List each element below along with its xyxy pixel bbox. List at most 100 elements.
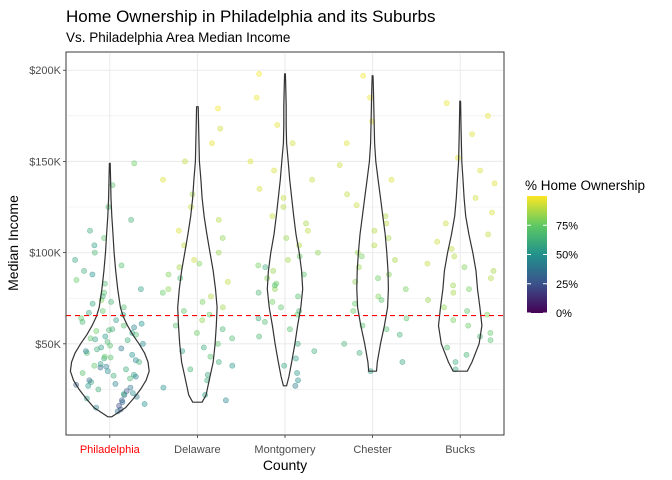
- x-tick-label: Chester: [353, 444, 392, 456]
- data-point: [109, 326, 116, 333]
- data-point: [247, 158, 254, 165]
- data-point: [101, 353, 108, 360]
- data-point: [123, 366, 129, 373]
- data-point: [425, 297, 431, 303]
- legend: % Home Ownership 0% 25% 50% 75%: [525, 178, 645, 320]
- data-point: [278, 304, 284, 311]
- data-point: [487, 337, 494, 344]
- y-tick-label: $150K: [29, 156, 61, 168]
- data-point: [314, 249, 321, 256]
- data-point: [309, 176, 315, 183]
- data-point: [92, 336, 99, 343]
- data-point: [454, 154, 461, 161]
- data-point: [175, 227, 182, 234]
- data-point: [87, 335, 94, 342]
- data-point: [132, 357, 139, 364]
- data-point: [219, 326, 226, 333]
- data-point: [101, 289, 107, 296]
- data-point: [464, 308, 470, 314]
- x-axis: Philadelphia Delaware Montgomery Chester Buc…: [80, 435, 476, 456]
- legend-tick-label: 25%: [556, 279, 578, 291]
- data-point: [477, 167, 483, 174]
- data-point: [292, 355, 299, 362]
- data-point: [87, 227, 93, 234]
- data-point: [469, 131, 475, 137]
- data-point: [199, 298, 206, 305]
- data-point: [343, 140, 350, 147]
- data-point: [113, 317, 119, 323]
- data-point: [103, 363, 110, 370]
- data-point: [262, 264, 269, 271]
- data-point: [104, 339, 111, 345]
- violin-montgomery: [266, 73, 304, 387]
- data-point: [392, 256, 398, 263]
- data-point: [214, 340, 221, 347]
- data-point: [281, 362, 288, 369]
- data-point: [350, 308, 357, 314]
- data-point: [271, 282, 278, 289]
- data-point: [341, 340, 348, 347]
- data-point: [294, 340, 301, 347]
- data-point: [91, 242, 98, 249]
- data-point: [344, 191, 350, 198]
- data-point: [255, 315, 262, 322]
- data-point: [224, 278, 231, 285]
- data-point: [358, 253, 365, 260]
- data-point: [353, 202, 360, 209]
- data-point: [215, 249, 222, 256]
- data-point: [176, 264, 183, 271]
- data-point: [83, 348, 89, 354]
- data-point: [280, 204, 287, 210]
- data-point: [86, 377, 93, 384]
- data-point: [466, 286, 472, 292]
- data-point: [196, 260, 203, 267]
- data-point: [424, 260, 431, 267]
- data-point: [72, 256, 78, 263]
- data-point: [255, 289, 262, 296]
- data-point: [253, 94, 260, 101]
- chart-subtitle: Vs. Philadelphia Area Median Income: [66, 30, 290, 45]
- data-point: [209, 140, 215, 147]
- data-point: [256, 185, 263, 192]
- data-point: [371, 242, 378, 249]
- data-point: [193, 329, 200, 336]
- data-point: [487, 275, 494, 282]
- data-point: [255, 262, 262, 269]
- data-point: [138, 320, 145, 327]
- data-point: [215, 105, 221, 112]
- data-point: [160, 176, 166, 183]
- data-point: [295, 293, 301, 300]
- data-point: [118, 345, 125, 352]
- data-point: [280, 194, 287, 201]
- data-point: [73, 277, 80, 283]
- data-point: [491, 180, 498, 187]
- data-point: [271, 167, 277, 174]
- data-point: [450, 317, 457, 323]
- data-point: [304, 227, 311, 234]
- data-point: [78, 315, 85, 322]
- data-point: [383, 326, 390, 333]
- x-axis-title: County: [263, 457, 307, 473]
- data-point: [356, 349, 363, 356]
- data-point: [93, 328, 100, 334]
- data-point: [292, 382, 299, 389]
- data-point: [159, 289, 166, 296]
- data-point: [131, 324, 137, 331]
- data-point: [86, 309, 92, 316]
- data-point: [229, 362, 236, 369]
- data-point: [128, 216, 134, 223]
- data-point: [127, 375, 133, 382]
- data-point: [303, 220, 309, 227]
- data-point: [199, 317, 206, 323]
- data-point: [219, 235, 226, 241]
- data-point: [200, 344, 207, 351]
- data-point: [274, 122, 281, 128]
- data-point: [441, 304, 447, 311]
- data-point: [448, 246, 455, 252]
- data-point: [385, 235, 392, 241]
- data-point: [336, 162, 343, 168]
- data-point: [472, 194, 479, 201]
- data-point: [89, 271, 96, 278]
- data-point: [403, 315, 410, 322]
